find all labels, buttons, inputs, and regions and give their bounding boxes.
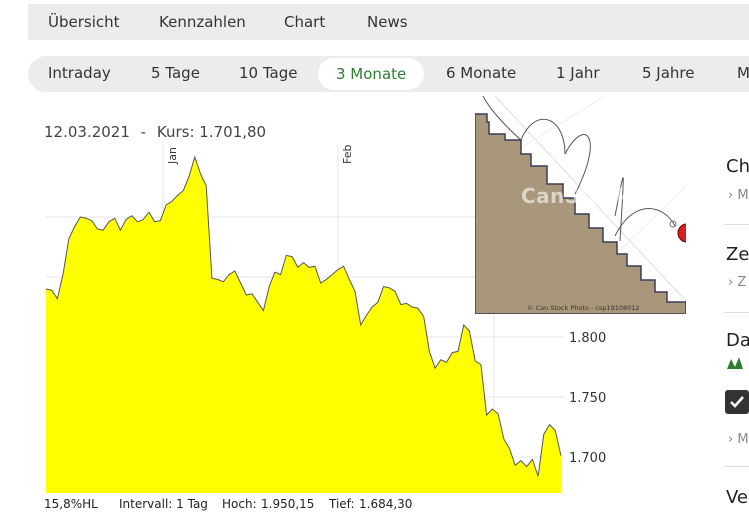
quote-date: 12.03.2021	[44, 123, 130, 141]
sidebar-heading-3: Da	[726, 330, 749, 351]
sidebar-divider	[724, 466, 749, 467]
sidebar-link-1-label: M	[737, 188, 749, 203]
price-area	[46, 157, 561, 493]
sidebar-link-3[interactable]: › M	[728, 432, 749, 447]
range-6-monate[interactable]: 6 Monate	[446, 64, 517, 82]
range-10-tage[interactable]: 10 Tage	[239, 64, 298, 82]
range-5-tage[interactable]: 5 Tage	[151, 64, 200, 82]
price-line	[45, 155, 562, 477]
x-tick-label: Jan	[166, 147, 179, 165]
range-1-jahr[interactable]: 1 Jahr	[556, 64, 600, 82]
range-max[interactable]: M	[737, 64, 749, 82]
kurs-value: 1.701,80	[199, 123, 267, 141]
bounce-trail	[482, 96, 676, 242]
sidebar-divider	[724, 224, 749, 225]
stock-photo-overlay: CanStock © Can Stock Photo - csp19108012	[475, 96, 686, 314]
red-ball	[677, 223, 686, 243]
chevron-right-icon: ›	[728, 275, 734, 290]
nav-tab-news[interactable]: News	[367, 13, 408, 31]
headline-separator: -	[140, 123, 147, 141]
checkmark-icon	[730, 396, 744, 408]
nav-tab-kennzahlen[interactable]: Kennzahlen	[159, 13, 246, 31]
tief-value: 1.684,30	[359, 497, 413, 511]
hoch-value: 1.950,15	[261, 497, 315, 511]
y-tick-label: 1.700	[569, 451, 606, 466]
sidebar-link-3-label: M	[737, 432, 749, 447]
stairs-illustration	[475, 96, 686, 314]
sidebar-link-1[interactable]: › M	[728, 188, 749, 203]
chart-ticks: 1.800 1.750 1.700 Jan Feb	[166, 145, 606, 466]
checkbox-checked[interactable]	[725, 390, 749, 414]
y-tick-label: 1.800	[569, 331, 606, 346]
green-mini-chart-icon	[727, 357, 743, 369]
y-tick-label: 1.750	[569, 391, 606, 406]
ball-shadow	[669, 220, 677, 228]
intervall-stat: Intervall: 1 Tag	[119, 497, 208, 511]
photo-credit: © Can Stock Photo - csp19108012	[527, 304, 640, 312]
nav-tab-chart[interactable]: Chart	[284, 13, 326, 31]
sidebar-link-2[interactable]: › Z	[728, 275, 746, 290]
x-tick-label: Feb	[341, 145, 354, 164]
hoch-label: Hoch:	[222, 497, 257, 511]
range-5-jahre[interactable]: 5 Jahre	[642, 64, 695, 82]
canstock-watermark: CanStock	[521, 184, 631, 208]
chevron-right-icon: ›	[728, 188, 734, 203]
sidebar-divider	[724, 312, 749, 313]
stairs-shape	[475, 113, 686, 314]
chevron-right-icon: ›	[728, 432, 734, 447]
sidebar-heading-4: Ve	[726, 487, 748, 508]
top-nav: Übersicht Kennzahlen Chart News	[28, 4, 749, 40]
hl-stat: 15,8%HL	[44, 497, 98, 511]
kurs-label: Kurs:	[156, 123, 195, 141]
sidebar-heading-1: Ch	[726, 156, 749, 177]
nav-tab-uebersicht[interactable]: Übersicht	[48, 13, 120, 31]
range-selector: Intraday 5 Tage 10 Tage 3 Monate 6 Monat…	[28, 56, 749, 92]
sidebar-heading-2: Ze	[726, 244, 749, 265]
range-intraday[interactable]: Intraday	[48, 64, 111, 82]
range-3-monate[interactable]: 3 Monate	[318, 58, 425, 90]
tief-label: Tief:	[329, 497, 355, 511]
sidebar-link-2-label: Z	[737, 275, 747, 290]
chart-headline: 12.03.2021 - Kurs: 1.701,80	[44, 123, 266, 141]
